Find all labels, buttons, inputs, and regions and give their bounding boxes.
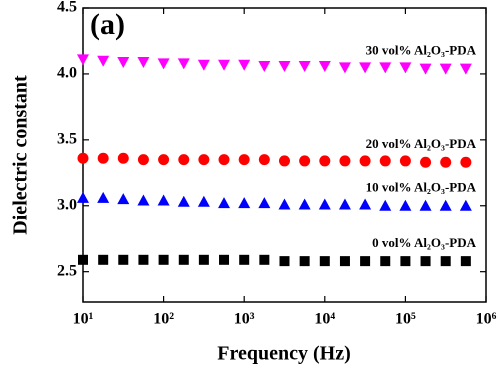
data-point [238,197,251,209]
x-tick-label: 10⁶ [476,311,497,328]
y-tick-label: 2.5 [57,262,77,279]
data-point [359,155,371,167]
data-point [318,198,331,210]
data-point [459,199,472,211]
series-label: 0 vol% Al₂O₃-PDA [372,235,476,250]
y-tick-label: 3.5 [57,131,77,148]
data-point [158,254,169,265]
panel-label: (a) [90,8,125,41]
y-tick-label: 3.0 [57,196,77,213]
data-point [158,154,170,166]
data-point [439,63,452,75]
x-tick-label: 10² [153,311,174,328]
data-point [77,191,89,203]
series-label: 30 vol% Al₂O₃-PDA [366,43,477,58]
data-point [78,254,88,265]
data-point [359,62,372,74]
data-point [400,256,411,267]
data-point [439,199,452,211]
data-point [137,57,150,69]
data-point [278,61,291,73]
data-point [77,152,89,164]
data-point [399,62,412,74]
data-point [137,154,149,166]
data-point [97,55,110,67]
data-point [419,199,432,211]
data-point [117,193,130,205]
data-point [239,254,250,265]
data-point [338,62,351,74]
data-point [118,254,129,265]
x-tick-label: 10¹ [73,311,94,328]
series-label: 10 vol% Al₂O₃-PDA [366,180,477,195]
y-axis-title: Dielectric constant [10,75,32,235]
data-point [258,61,271,73]
data-point [218,197,231,209]
data-point [157,58,170,70]
data-point [338,198,351,210]
x-tick-label: 10⁴ [314,311,335,328]
data-point [459,63,472,75]
data-point [197,195,210,207]
series-label: 20 vol% Al₂O₃-PDA [366,136,477,151]
data-point [460,256,471,267]
data-point [178,254,189,265]
data-point [279,256,290,267]
data-point [299,155,311,167]
data-point [379,155,391,167]
data-point [238,154,250,166]
data-point [157,194,170,206]
data-point [238,59,251,71]
data-point [379,62,392,74]
data-point [339,155,351,167]
data-point [219,254,230,265]
data-point [77,54,89,66]
data-point [440,256,451,267]
data-point [380,256,391,267]
data-point [117,152,129,164]
data-point [197,59,210,71]
data-point [198,254,209,265]
data-point [97,191,110,203]
data-point [298,198,311,210]
data-point [258,154,270,166]
data-point [138,254,149,265]
data-point [440,156,452,168]
data-point [258,197,271,209]
data-point [298,61,311,73]
data-point [178,154,190,166]
data-point [399,199,412,211]
data-point [419,63,432,75]
data-point [278,155,290,167]
data-point [359,198,372,210]
data-point [399,155,411,167]
data-point [460,156,472,168]
x-axis-title: Frequency (Hz) [217,343,351,365]
y-tick-label: 4.5 [57,0,77,16]
data-point [299,256,310,267]
data-point [137,194,150,206]
data-point [117,57,130,69]
data-point [420,156,432,168]
data-point [259,254,270,265]
data-point [278,198,291,210]
data-point [360,256,371,267]
y-tick-label: 4.0 [57,65,77,82]
data-point [379,199,392,211]
data-point [319,155,331,167]
data-point [420,256,431,267]
data-point [97,152,109,164]
data-point [218,154,230,166]
data-point [177,195,190,207]
data-point [177,58,190,70]
data-point [318,61,331,73]
x-tick-label: 10⁵ [395,311,416,328]
x-tick-label: 10³ [234,311,255,328]
data-point [98,254,109,265]
data-point [319,256,330,267]
data-point [198,154,210,166]
data-point [339,256,350,267]
data-point [218,59,231,71]
